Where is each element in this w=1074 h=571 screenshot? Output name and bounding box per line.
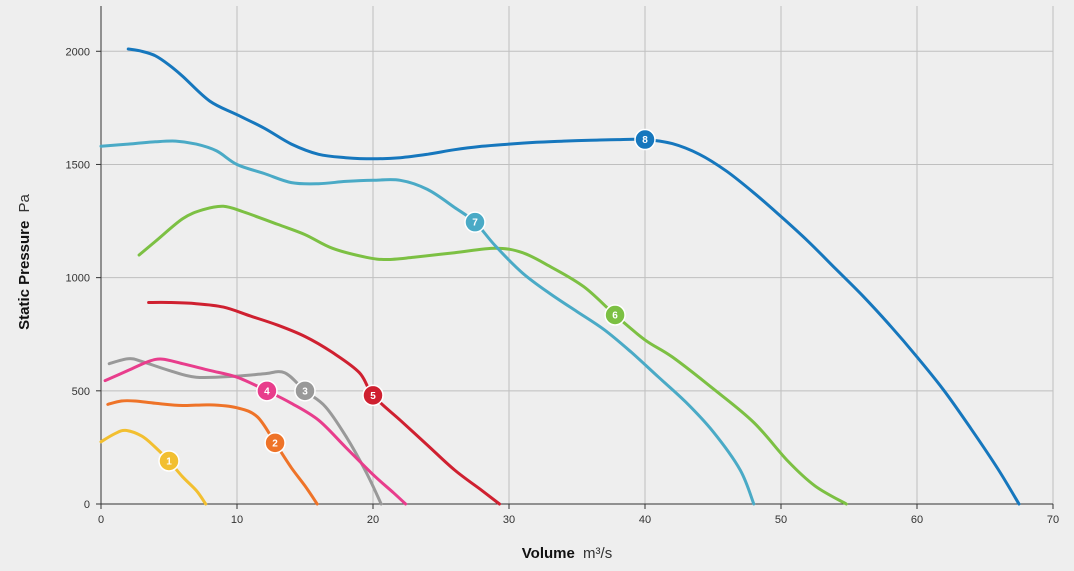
series-marker-label: 2: [272, 438, 278, 449]
series-line-6: [137, 204, 848, 506]
y-tick-label: 2000: [66, 46, 90, 58]
y-axis-title-bold: Static Pressure: [16, 221, 33, 330]
series-marker-5: 5: [362, 384, 384, 407]
x-axis-title-unit: m³/s: [583, 545, 612, 562]
series-line-8: [126, 47, 1021, 506]
series-marker-label: 5: [370, 391, 376, 402]
axes: [96, 6, 1054, 509]
series-marker-circle: [158, 450, 180, 472]
y-tick-label: 0: [84, 499, 90, 511]
series-marker-2: 2: [264, 432, 286, 454]
series-marker-label: 7: [472, 218, 478, 229]
y-axis-title-unit: Pa: [16, 193, 33, 212]
x-tick-label: 40: [639, 514, 651, 526]
x-axis-title: Volume m³/s: [522, 545, 612, 562]
series-marker-label: 1: [166, 456, 172, 467]
x-axis-title-bold: Volume: [522, 545, 575, 562]
series-marker-label: 4: [264, 386, 270, 397]
series-marker-circle: [264, 432, 286, 454]
y-tick-label: 1500: [66, 159, 90, 171]
series-marker-1: 1: [158, 450, 180, 472]
series-line-2: [106, 399, 319, 506]
x-tick-label: 10: [231, 514, 243, 526]
tick-labels: 0 10 20 30 40 50 60 70 0 500 1000 1500 2000: [66, 46, 1060, 526]
x-tick-label: 0: [98, 514, 104, 526]
series-lines: [99, 47, 1021, 506]
y-tick-label: 500: [72, 386, 90, 398]
series-line-5: [147, 300, 501, 506]
y-tick-label: 1000: [66, 273, 90, 285]
series-marker-label: 3: [302, 386, 308, 397]
series-marker-3: 3: [294, 380, 316, 402]
series-marker-circle: [634, 128, 656, 151]
x-tick-label: 60: [911, 514, 923, 526]
series-marker-circle: [464, 211, 486, 233]
series-marker-7: 7: [464, 211, 486, 233]
series-marker-4: 4: [256, 380, 278, 402]
series-markers: 1 2 3 4 5 6 7 8: [158, 128, 656, 472]
x-tick-label: 30: [503, 514, 515, 526]
series-marker-circle: [256, 380, 278, 402]
series-line-1: [99, 428, 208, 506]
x-tick-label: 50: [775, 514, 787, 526]
grid-lines: [101, 6, 1054, 504]
series-marker-circle: [362, 384, 384, 407]
series-marker-8: 8: [634, 128, 656, 151]
x-tick-label: 70: [1047, 514, 1059, 526]
series-line-7: [99, 139, 756, 506]
series-marker-circle: [604, 304, 626, 326]
y-axis-title: Static Pressure Pa: [16, 193, 33, 329]
series-marker-label: 8: [642, 135, 648, 146]
series-marker-circle: [294, 380, 316, 402]
series-line-4: [103, 357, 408, 506]
series-marker-label: 6: [612, 310, 618, 321]
series-marker-6: 6: [604, 304, 626, 326]
x-tick-label: 20: [367, 514, 379, 526]
series-line-3: [107, 357, 383, 506]
